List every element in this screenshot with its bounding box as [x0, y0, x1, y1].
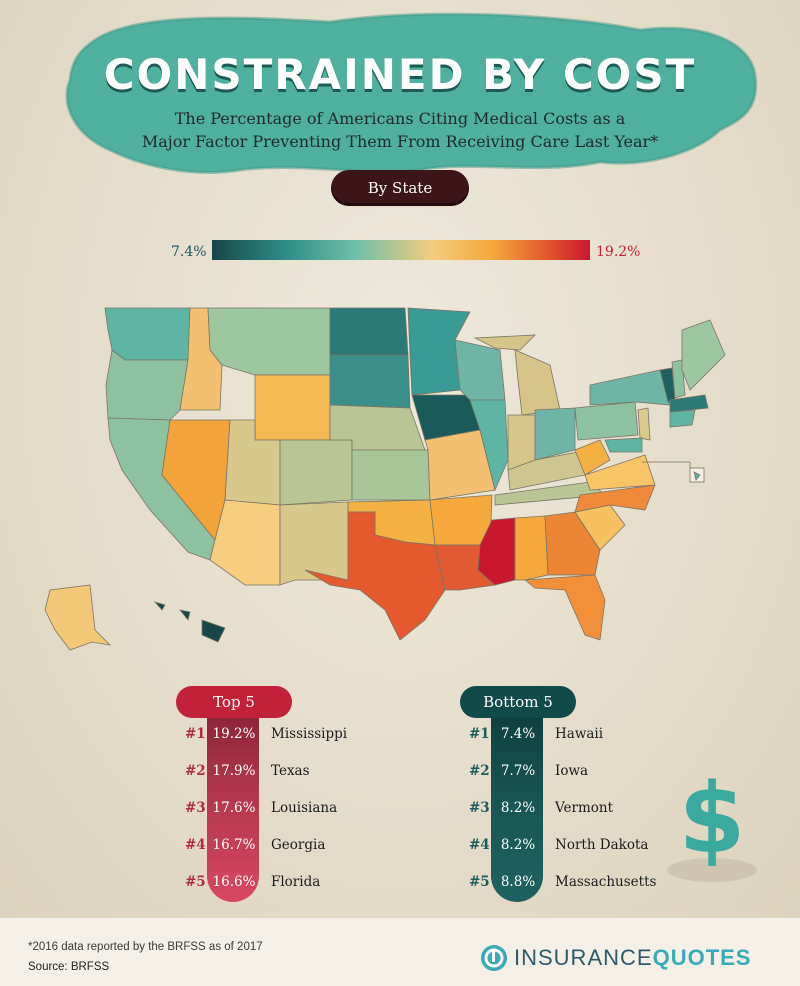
state-maryland	[604, 437, 643, 453]
state-arkansas	[429, 494, 493, 546]
state-michigan-upper	[473, 334, 537, 351]
rank-percentage: 19.2%	[212, 726, 256, 742]
state-michigan	[514, 349, 561, 416]
state-south-dakota	[329, 354, 411, 409]
rank-state-name: Iowa	[555, 763, 589, 779]
state-oregon	[105, 349, 189, 421]
state-dc	[693, 471, 701, 481]
rank-percentage: 16.6%	[212, 874, 256, 890]
state-north-carolina	[574, 484, 656, 513]
bottom5-pill: Bottom 5	[460, 686, 576, 718]
state-illinois	[469, 399, 509, 492]
rank-state-name: Hawaii	[555, 726, 604, 742]
bottom5-bar	[491, 712, 543, 902]
rank-number: #2	[469, 763, 490, 779]
rank-number: #2	[185, 763, 206, 779]
rank-state-name: Louisiana	[271, 800, 338, 816]
subtitle-line-1: The Percentage of Americans Citing Medic…	[174, 109, 626, 128]
us-state-map	[44, 307, 726, 651]
source-note: Source: BRFSS	[28, 961, 110, 973]
logo-text-part1: INSURANCE	[514, 945, 653, 970]
table-row: #5 8.8% Massachusetts	[469, 874, 669, 894]
insurancequotes-logo[interactable]: INSURANCEQUOTES	[480, 943, 751, 973]
rank-percentage: 16.7%	[212, 837, 256, 853]
state-massachusetts	[669, 394, 709, 413]
legend-max-label: 19.2%	[596, 244, 641, 260]
logo-text: INSURANCEQUOTES	[514, 945, 751, 971]
table-row: #2 7.7% Iowa	[469, 763, 669, 783]
state-alaska	[44, 584, 112, 651]
rank-number: #1	[185, 726, 206, 742]
state-alabama	[514, 515, 549, 581]
state-pennsylvania	[574, 401, 639, 441]
page-subtitle: The Percentage of Americans Citing Medic…	[0, 107, 800, 153]
rank-percentage: 17.9%	[212, 763, 256, 779]
rank-number: #4	[469, 837, 490, 853]
top5-pill: Top 5	[176, 686, 292, 718]
rank-state-name: Vermont	[555, 800, 614, 816]
rank-number: #4	[185, 837, 206, 853]
state-colorado	[279, 439, 353, 506]
state-wyoming	[254, 374, 331, 441]
table-row: #2 17.9% Texas	[185, 763, 385, 783]
rank-percentage: 8.2%	[500, 837, 536, 853]
footer	[0, 918, 800, 986]
table-row: #3 17.6% Louisiana	[185, 800, 385, 820]
rank-state-name: Georgia	[271, 837, 326, 853]
rank-percentage: 7.4%	[500, 726, 536, 742]
rank-state-name: Massachusetts	[555, 874, 657, 890]
rank-state-name: Mississippi	[271, 726, 348, 742]
rank-state-name: North Dakota	[555, 837, 649, 853]
state-maine	[681, 319, 726, 391]
logo-text-part2: QUOTES	[652, 945, 752, 970]
rank-number: #5	[469, 874, 490, 890]
dollar-sign-icon: $	[667, 763, 757, 882]
state-wisconsin	[454, 339, 506, 401]
rank-percentage: 8.2%	[500, 800, 536, 816]
state-new-jersey	[637, 407, 651, 441]
insurancequotes-logo-icon	[481, 945, 507, 971]
rank-percentage: 17.6%	[212, 800, 256, 816]
state-kansas	[351, 449, 431, 501]
rank-state-name: Texas	[271, 763, 310, 779]
table-row: #4 16.7% Georgia	[185, 837, 385, 857]
state-connecticut	[669, 409, 696, 428]
state-washington	[104, 307, 191, 361]
state-texas	[304, 511, 446, 641]
state-hawaii	[153, 601, 226, 643]
rank-number: #3	[185, 800, 206, 816]
table-row: #3 8.2% Vermont	[469, 800, 669, 820]
by-state-pill: By State	[331, 170, 469, 206]
subtitle-line-2: Major Factor Preventing Them From Receiv…	[141, 132, 659, 151]
state-montana	[207, 307, 331, 376]
footnote: *2016 data reported by the BRFSS as of 2…	[28, 941, 263, 953]
rank-number: #3	[469, 800, 490, 816]
table-row: #5 16.6% Florida	[185, 874, 385, 894]
table-row: #4 8.2% North Dakota	[469, 837, 669, 857]
state-west-virginia	[574, 439, 611, 476]
top5-bar	[207, 712, 259, 902]
header-blob	[65, 12, 758, 174]
legend-gradient-bar	[212, 240, 590, 260]
table-row: #1 7.4% Hawaii	[469, 726, 669, 746]
table-row: #1 19.2% Mississippi	[185, 726, 385, 746]
state-virginia	[584, 454, 656, 491]
state-missouri	[424, 429, 496, 501]
rank-number: #5	[185, 874, 206, 890]
svg-text:$: $	[679, 763, 746, 875]
state-ohio	[534, 407, 576, 461]
state-florida	[523, 574, 606, 641]
state-georgia	[544, 511, 601, 576]
rank-percentage: 8.8%	[500, 874, 536, 890]
rank-number: #1	[469, 726, 490, 742]
legend-min-label: 7.4%	[171, 244, 207, 260]
state-north-dakota	[329, 307, 409, 356]
rank-state-name: Florida	[271, 874, 321, 890]
state-new-york	[589, 369, 671, 406]
page-title: CONSTRAINED BY COST	[103, 50, 697, 99]
rank-percentage: 7.7%	[500, 763, 536, 779]
